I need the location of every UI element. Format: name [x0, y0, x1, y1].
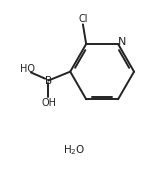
Text: H$_2$O: H$_2$O: [63, 143, 85, 157]
Text: N: N: [118, 37, 126, 47]
Text: HO: HO: [20, 64, 35, 74]
Text: B: B: [45, 76, 52, 86]
Text: OH: OH: [42, 98, 57, 108]
Text: Cl: Cl: [78, 14, 88, 24]
